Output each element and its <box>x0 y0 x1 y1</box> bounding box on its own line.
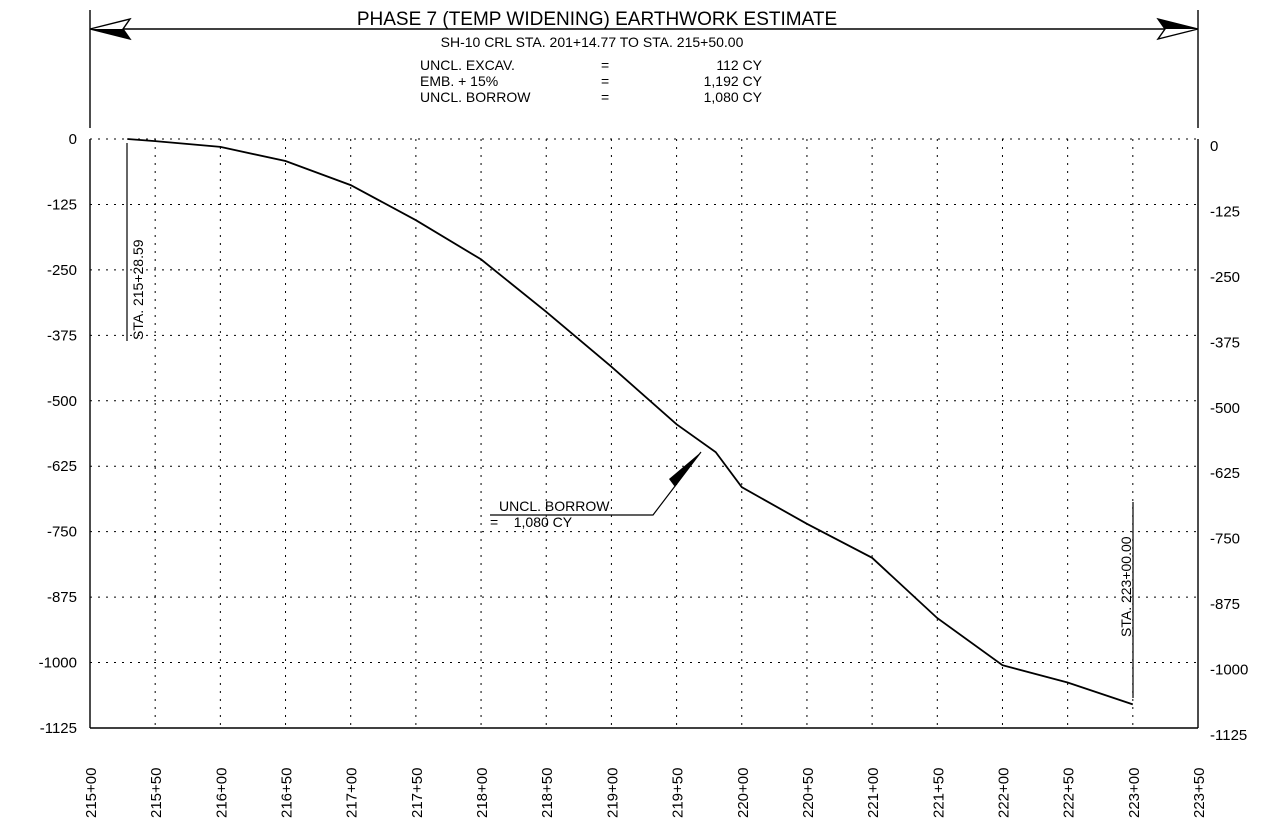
y-right-tick-label: -125 <box>1210 203 1240 220</box>
x-tick-label: 223+50 <box>1191 768 1208 818</box>
summary-label-borrow: UNCL. BORROW <box>420 89 531 105</box>
borrow-curve <box>127 138 1134 706</box>
summary-value-borrow: 1,080 CY <box>704 89 763 105</box>
x-tick-label: 215+00 <box>83 768 100 818</box>
summary-eq-borrow: = <box>601 89 609 105</box>
y-axis-right-ticks: 0 -125 -250 -375 -500 -625 -750 -875 -1000 -1125 <box>1210 138 1248 744</box>
y-left-tick-label: -250 <box>47 262 77 279</box>
end-station-label: STA. 223+00.00 <box>1118 536 1134 637</box>
right-arrowhead-fill <box>1158 19 1198 29</box>
start-station-label: STA. 215+28.59 <box>130 239 146 340</box>
y-left-tick-label: -500 <box>47 393 77 410</box>
callout-value: = 1,080 CY <box>490 514 573 530</box>
station-annotations: STA. 215+28.59 STA. 223+00.00 <box>126 143 1134 698</box>
y-right-tick-label: 0 <box>1210 138 1218 155</box>
callout-label: UNCL. BORROW <box>499 498 610 514</box>
y-left-tick-label: -1125 <box>40 720 77 737</box>
x-tick-label: 222+00 <box>995 768 1012 818</box>
borrow-callout: UNCL. BORROW = 1,080 CY <box>490 451 702 530</box>
summary-value-emb: 1,192 CY <box>704 73 763 89</box>
summary-eq-emb: = <box>601 73 609 89</box>
x-tick-label: 221+50 <box>930 768 947 818</box>
x-tick-label: 216+50 <box>279 768 296 818</box>
x-tick-label: 222+50 <box>1061 768 1078 818</box>
y-right-tick-label: -625 <box>1210 465 1240 482</box>
x-tick-label: 220+00 <box>735 768 752 818</box>
y-left-tick-label: -625 <box>47 458 77 475</box>
y-right-tick-label: -250 <box>1210 269 1240 286</box>
x-tick-label: 217+50 <box>409 768 426 818</box>
x-tick-label: 219+00 <box>604 768 621 818</box>
y-axis-left-ticks: 0 -125 -250 -375 -500 -625 -750 -875 -1000 -1125 <box>39 131 77 737</box>
x-axis-ticks: 215+00 215+50 216+00 216+50 217+00 217+50 218+… <box>83 768 1208 818</box>
x-tick-label: 218+00 <box>474 768 491 818</box>
y-left-tick-label: -875 <box>47 589 77 606</box>
chart-subtitle: SH-10 CRL STA. 201+14.77 TO STA. 215+50.… <box>441 34 744 50</box>
y-right-tick-label: -500 <box>1210 400 1240 417</box>
summary-label-emb: EMB. + 15% <box>420 73 498 89</box>
x-tick-label: 223+00 <box>1126 768 1143 818</box>
y-right-tick-label: -750 <box>1210 531 1240 548</box>
x-tick-label: 219+50 <box>670 768 687 818</box>
summary-eq-excav: = <box>601 57 609 73</box>
x-tick-label: 217+00 <box>344 768 361 818</box>
summary-value-excav: 112 CY <box>716 57 762 73</box>
y-right-tick-label: -1000 <box>1210 662 1248 679</box>
x-tick-label: 216+00 <box>213 768 230 818</box>
y-right-tick-label: -1125 <box>1210 727 1247 744</box>
summary-label-excav: UNCL. EXCAV. <box>420 57 515 73</box>
y-right-tick-label: -875 <box>1210 596 1240 613</box>
callout-arrowhead <box>669 452 701 487</box>
plot-frame <box>89 139 1199 729</box>
x-tick-label: 220+50 <box>800 768 817 818</box>
header-block: PHASE 7 (TEMP WIDENING) EARTHWORK ESTIMA… <box>89 9 1199 128</box>
y-left-tick-label: -125 <box>47 196 77 213</box>
x-tick-label: 215+50 <box>148 768 165 818</box>
y-left-tick-label: -750 <box>47 524 77 541</box>
x-tick-label: 218+50 <box>539 768 556 818</box>
y-left-tick-label: -1000 <box>39 655 77 672</box>
left-arrowhead-fill <box>90 29 130 39</box>
y-right-tick-label: -375 <box>1210 334 1240 351</box>
grid-lines <box>90 138 1198 728</box>
y-left-tick-label: -375 <box>47 327 77 344</box>
x-tick-label: 221+00 <box>865 768 882 818</box>
y-left-tick-label: 0 <box>69 131 77 148</box>
chart-title: PHASE 7 (TEMP WIDENING) EARTHWORK ESTIMA… <box>357 9 837 30</box>
